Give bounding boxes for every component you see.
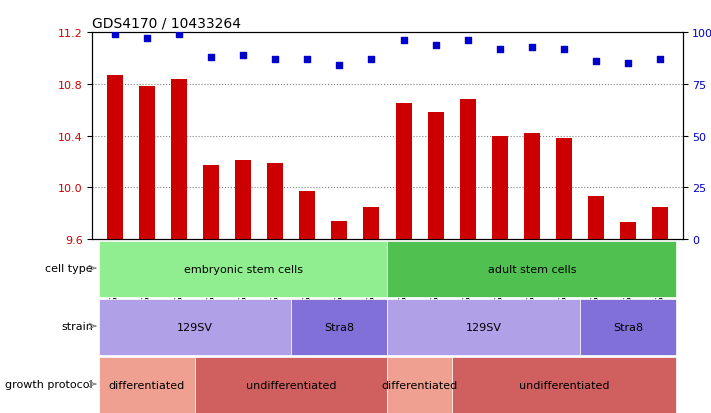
Bar [652,207,668,240]
Text: strain: strain [61,321,93,331]
Point [462,38,474,45]
Point [333,63,345,69]
Bar [171,79,187,240]
Bar [492,136,508,240]
Bar [139,87,155,240]
Text: Stra8: Stra8 [613,322,643,332]
Point [237,52,249,59]
Bar [556,139,572,240]
Point [590,59,602,65]
FancyBboxPatch shape [99,299,292,355]
Point [301,57,313,63]
Text: cell type: cell type [46,263,93,273]
FancyBboxPatch shape [580,299,676,355]
Bar [363,207,380,240]
Bar [331,221,348,240]
Bar [427,113,444,240]
Point [141,36,153,43]
Text: Stra8: Stra8 [324,322,355,332]
Point [205,55,217,61]
Text: adult stem cells: adult stem cells [488,264,576,274]
Point [398,38,410,45]
Point [654,57,665,63]
FancyBboxPatch shape [195,357,387,413]
FancyBboxPatch shape [451,357,676,413]
Text: 129SV: 129SV [177,322,213,332]
Bar [459,100,476,240]
FancyBboxPatch shape [387,299,580,355]
Text: differentiated: differentiated [109,380,185,390]
FancyBboxPatch shape [387,241,676,297]
Bar [203,166,219,240]
Bar [395,104,412,240]
Bar [107,76,123,240]
Point [494,46,506,53]
FancyBboxPatch shape [99,357,195,413]
Point [558,46,570,53]
FancyBboxPatch shape [387,357,451,413]
Text: embryonic stem cells: embryonic stem cells [183,264,303,274]
Point [173,32,185,38]
Point [269,57,281,63]
Text: 129SV: 129SV [466,322,502,332]
Text: GDS4170 / 10433264: GDS4170 / 10433264 [92,17,242,31]
FancyBboxPatch shape [99,241,387,297]
Text: differentiated: differentiated [381,380,458,390]
Bar [588,197,604,240]
FancyBboxPatch shape [292,299,387,355]
Point [526,44,538,51]
Bar [299,192,316,240]
Bar [267,164,283,240]
Point [365,57,377,63]
Point [622,61,634,67]
Text: growth protocol: growth protocol [6,379,93,389]
Text: undifferentiated: undifferentiated [246,380,336,390]
Point [430,42,442,49]
Bar [235,161,251,240]
Point [109,32,121,38]
Bar [620,223,636,240]
Bar [524,134,540,240]
Text: undifferentiated: undifferentiated [518,380,609,390]
